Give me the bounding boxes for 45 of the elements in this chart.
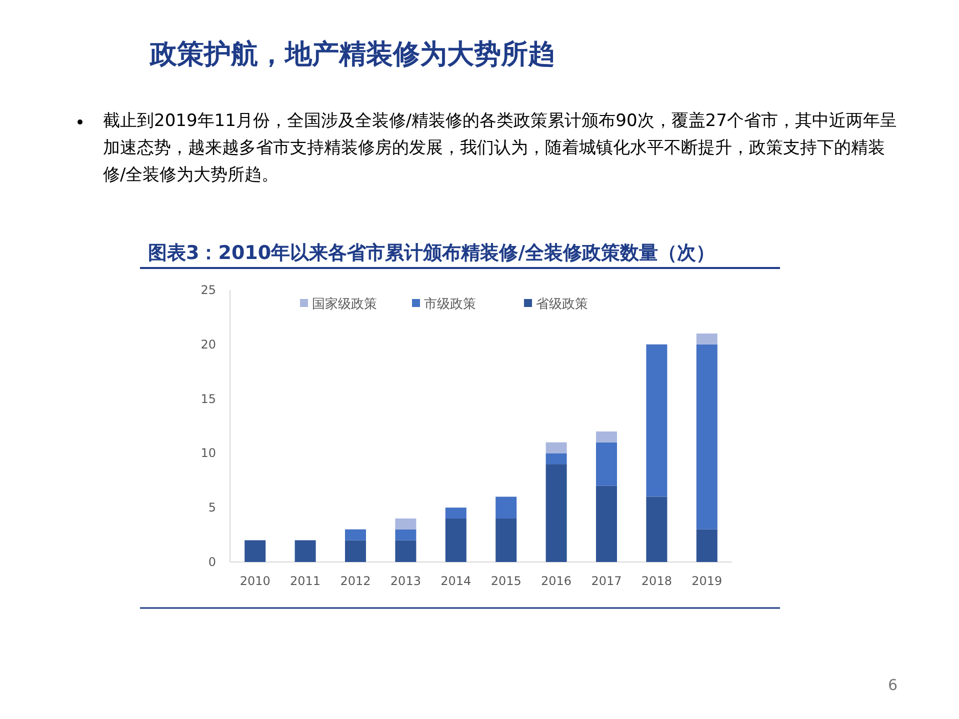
bar [395, 540, 416, 562]
text: 截止到2019年11月份，全国涉及全装修/精装修的各类政策累计颁布90次，覆盖27个省市，其中近两年呈加速态势，越来越多省市支持精装修房的发展，我们认为，随着城镇化水平不断提升，政策支持下的精装修/全装修为大势所趋。 [102, 110, 898, 187]
bar [496, 518, 517, 562]
chart-title: 政策护航，地产精装修为大势所趋 [150, 38, 555, 72]
y-tick-label: 10 [200, 446, 216, 460]
x-tick-label: 2019 [692, 574, 722, 588]
bar [294, 540, 316, 562]
bar [445, 518, 466, 562]
y-tick-label: 25 [200, 283, 216, 297]
y-tick-label: 15 [200, 392, 216, 406]
bar [546, 442, 567, 454]
legend-label: 国家级政策 [312, 296, 377, 312]
x-tick-label: 2017 [591, 574, 622, 588]
x-tick-label: 2018 [641, 574, 672, 588]
x-tick-label: 2013 [390, 574, 421, 588]
bar [696, 344, 718, 530]
x-tick-label: 2016 [541, 574, 572, 588]
bar [546, 453, 567, 464]
bar [696, 334, 718, 344]
y-tick-label: 0 [208, 555, 216, 569]
bar [696, 529, 718, 562]
bar [445, 508, 466, 518]
legend-label: 市级政策 [424, 297, 476, 312]
bar [345, 529, 366, 540]
bar [646, 496, 668, 562]
x-tick-label: 2014 [440, 574, 472, 588]
bar [345, 540, 366, 562]
bar [596, 442, 617, 486]
bar [395, 529, 416, 540]
bar [244, 540, 266, 562]
x-tick-label: 2015 [490, 574, 522, 588]
text: 6 [888, 676, 898, 694]
x-tick-label: 2012 [340, 574, 371, 588]
legend-label: 省级政策 [536, 297, 588, 312]
y-tick-label: 20 [200, 337, 216, 352]
bar [596, 431, 617, 442]
chart-subtitle: 图表3：2010年以来各省市累计颁布精装修/全装修政策数量（次） [148, 241, 716, 266]
bar [496, 496, 517, 518]
bar [646, 344, 668, 497]
y-tick-label: 5 [208, 500, 216, 515]
bar [546, 464, 567, 562]
bar [596, 486, 617, 562]
x-tick-label: 2011 [290, 574, 321, 588]
x-tick-label: 2010 [240, 574, 270, 588]
bar [395, 518, 416, 530]
